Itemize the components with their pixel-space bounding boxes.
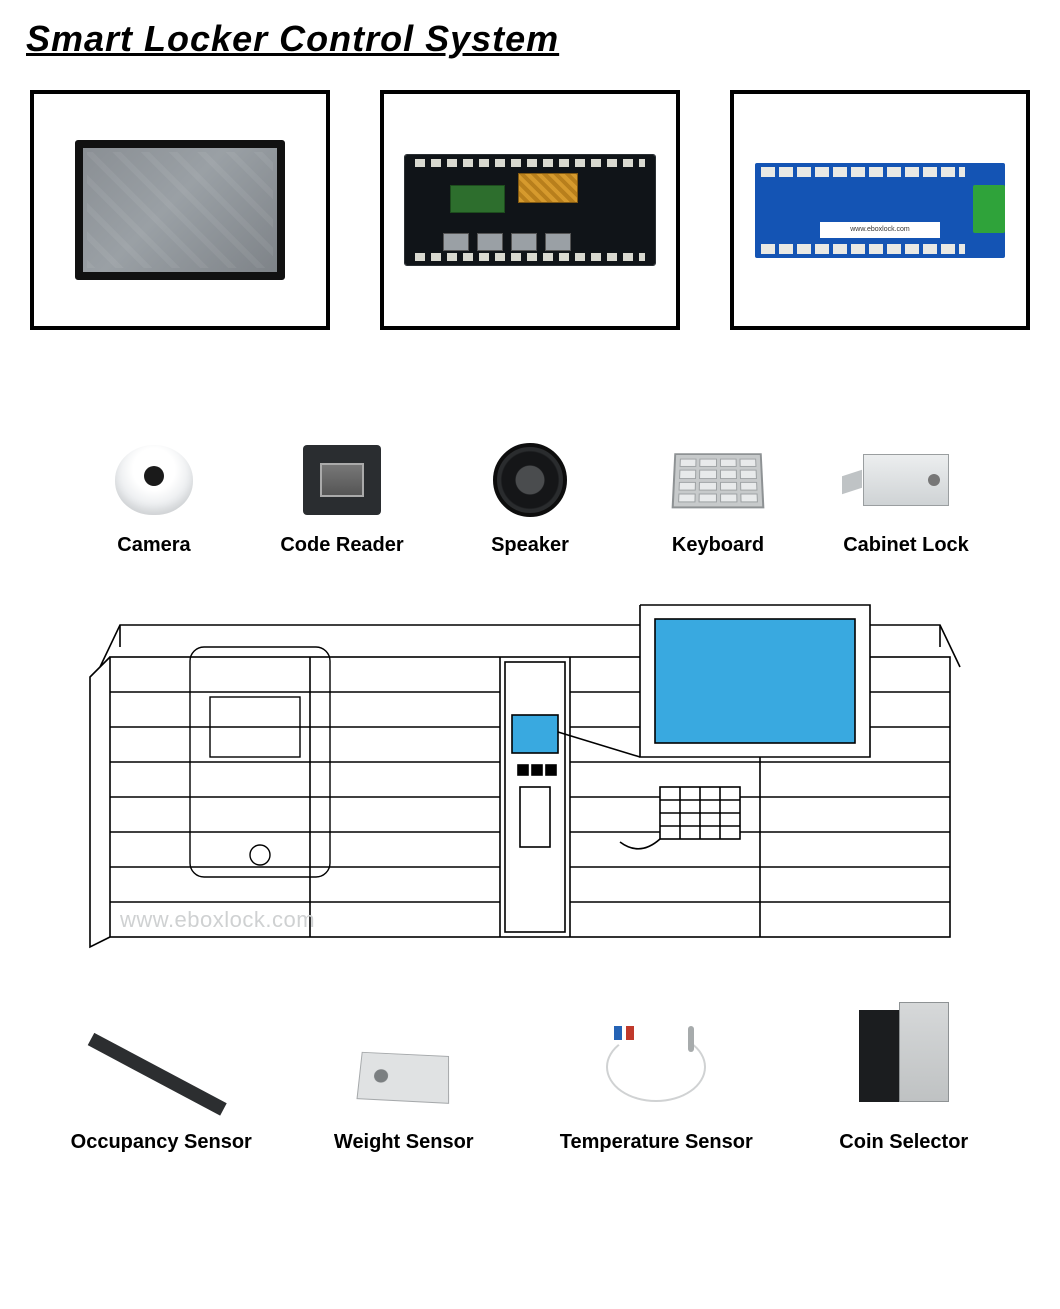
peripherals-top-row: Camera Code Reader Speaker Keyboard Cabi… [20, 440, 1040, 557]
locker-watermark: www.eboxlock.com [120, 907, 315, 933]
touchscreen-icon [75, 140, 285, 280]
temperature-label: Temperature Sensor [560, 1131, 753, 1154]
weight-sensor-icon [356, 1052, 449, 1104]
periph-speaker: Speaker [445, 440, 615, 557]
coin-selector-label: Coin Selector [839, 1131, 968, 1154]
occupancy-label: Occupancy Sensor [71, 1131, 252, 1154]
code-reader-icon [303, 445, 381, 515]
periph-weight: Weight Sensor [299, 1037, 509, 1154]
periph-coin: Coin Selector [804, 997, 1004, 1154]
weight-label: Weight Sensor [334, 1131, 474, 1154]
keyboard-label: Keyboard [672, 534, 764, 557]
occupancy-sensor-icon [91, 1022, 231, 1112]
keyboard-icon [672, 453, 765, 508]
board-mainboard [380, 90, 680, 330]
cabinet-lock-label: Cabinet Lock [843, 534, 969, 557]
board-io: www.eboxlock.com [730, 90, 1030, 330]
board-row: www.eboxlock.com [20, 90, 1040, 330]
periph-temp: Temperature Sensor [541, 1017, 771, 1154]
locker-svg [80, 587, 980, 957]
mainboard-icon [405, 155, 655, 265]
locker-diagram: www.eboxlock.com [80, 587, 980, 957]
code-reader-label: Code Reader [280, 534, 403, 557]
coin-selector-icon [859, 1002, 949, 1112]
periph-camera: Camera [69, 440, 239, 557]
periph-keyboard: Keyboard [633, 440, 803, 557]
speaker-label: Speaker [491, 534, 569, 557]
speaker-icon [493, 443, 567, 517]
page-title: Smart Locker Control System [26, 18, 1040, 60]
io-board-icon: www.eboxlock.com [755, 163, 1005, 258]
camera-label: Camera [117, 534, 190, 557]
periph-occupancy: Occupancy Sensor [56, 1017, 266, 1154]
periph-cabinet-lock: Cabinet Lock [821, 440, 991, 557]
cabinet-lock-icon [863, 454, 949, 506]
periph-code-reader: Code Reader [257, 440, 427, 557]
temperature-sensor-icon [596, 1022, 716, 1112]
camera-icon [115, 445, 193, 515]
board-touchscreen [30, 90, 330, 330]
peripherals-bottom-row: Occupancy Sensor Weight Sensor Temperatu… [20, 997, 1040, 1154]
io-board-site-text: www.eboxlock.com [820, 222, 940, 238]
